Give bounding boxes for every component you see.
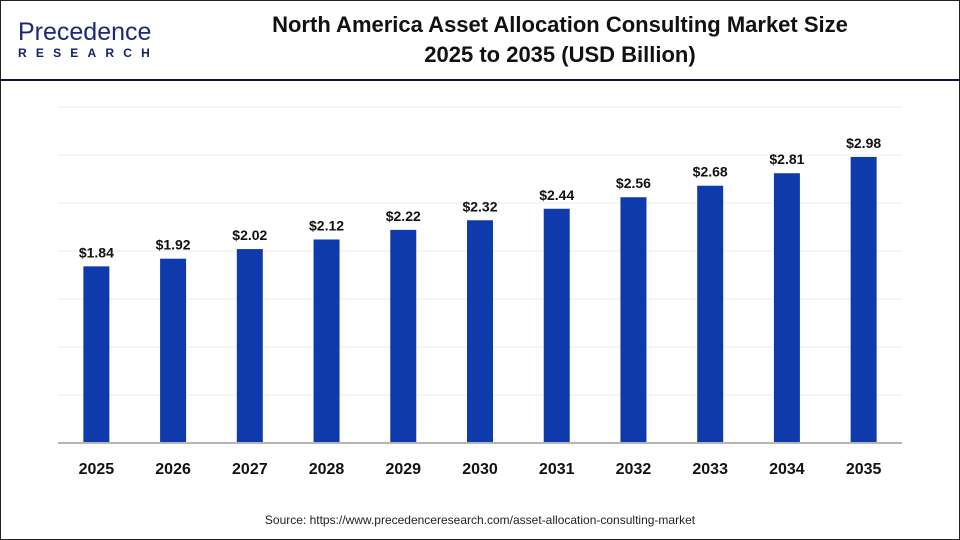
precedence-research-logo: Precedence RESEARCH [18,18,159,61]
data-label-2033: $2.68 [693,164,728,180]
x-tick-label-2035: 2035 [846,461,882,478]
data-label-2026: $1.92 [156,237,191,253]
data-label-2034: $2.81 [769,151,804,167]
bar-2030 [467,220,493,443]
data-label-2032: $2.56 [616,175,651,191]
data-label-2029: $2.22 [386,208,421,224]
chart-title-line-2: 2025 to 2035 (USD Billion) [424,42,696,67]
bar-2026 [160,258,187,443]
x-tick-label-2031: 2031 [539,461,575,478]
data-label-2027: $2.02 [232,227,267,243]
bar-2027 [236,249,263,443]
logo-wordmark: Precedence [18,18,152,46]
bar-2032 [620,197,647,443]
data-label-2030: $2.32 [462,198,497,214]
x-tick-label-2034: 2034 [769,461,805,478]
bar-2034 [773,173,800,444]
x-tick-label-2027: 2027 [232,461,268,478]
chart-title-line-1: North America Asset Allocation Consultin… [272,12,848,37]
data-label-2025: $1.84 [79,244,114,260]
data-label-2035: $2.98 [846,135,881,151]
data-label-2031: $2.44 [539,187,574,203]
x-tick-label-2032: 2032 [616,461,652,478]
x-tick-label-2025: 2025 [79,461,115,478]
x-tick-label-2029: 2029 [385,461,421,478]
bar-2031 [543,208,570,443]
bar-2029 [390,229,417,443]
bar-2028 [313,239,340,443]
x-tick-label-2030: 2030 [462,461,498,478]
bar-2033 [697,185,724,443]
x-tick-label-2028: 2028 [309,461,345,478]
data-label-2028: $2.12 [309,217,344,233]
header-divider [0,79,960,81]
logo-subtitle: RESEARCH [18,46,159,60]
bar-2035 [850,156,877,444]
source-note: Source: https://www.precedenceresearch.c… [264,513,696,527]
x-tick-label-2026: 2026 [155,461,191,478]
bar-2025 [83,266,110,443]
x-tick-label-2033: 2033 [692,461,728,478]
chart-title: North America Asset Allocation Consultin… [230,10,890,70]
